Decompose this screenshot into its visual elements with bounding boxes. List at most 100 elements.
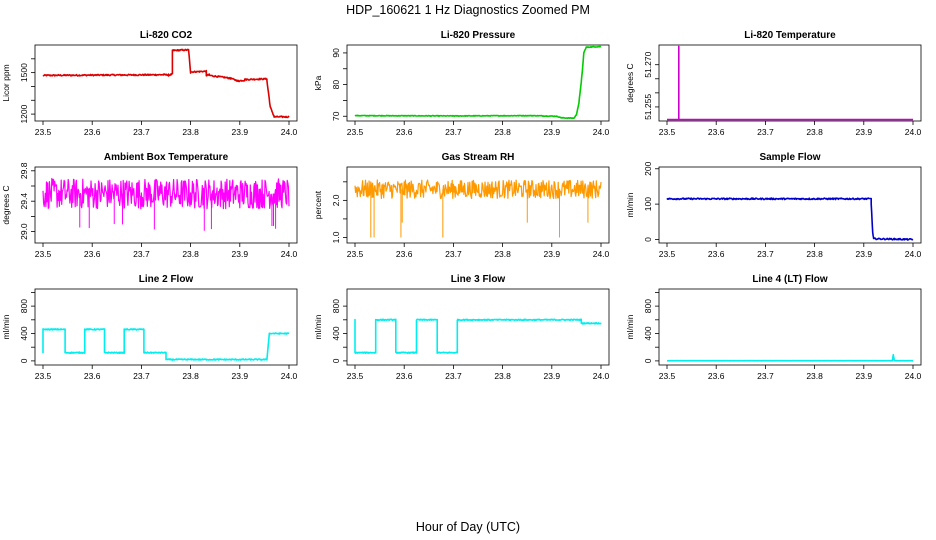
plot-frame <box>34 44 298 122</box>
chart-panel-2: Li-820 Pressure 23.5 23.6 23.7 23.8 23.9 24.0 7… <box>313 30 610 137</box>
x-tick-label: 23.7 <box>133 249 150 259</box>
chart-panel-9: Line 4 (LT) Flow 23.5 23.6 23.7 23.8 23.9 24.0… <box>625 274 922 381</box>
x-tick-label: 23.5 <box>347 249 364 259</box>
x-tick-label: 23.8 <box>182 249 199 259</box>
y-axis-label: ml/min <box>1 314 11 339</box>
y-tick-label: 29.4 <box>19 193 29 210</box>
x-tick-label: 23.9 <box>544 249 561 259</box>
x-tick-label: 23.5 <box>347 127 364 137</box>
chart-panel-1: Li-820 CO2 23.5 23.6 23.7 23.8 23.9 24.0 1200 15… <box>1 30 298 137</box>
panel-title: Ambient Box Temperature <box>104 152 229 163</box>
x-tick-label: 23.8 <box>806 249 823 259</box>
chart-panel-7: Line 2 Flow 23.5 23.6 23.7 23.8 23.9 24.0 0 400 8… <box>1 274 298 381</box>
y-tick-label: 80 <box>331 80 341 90</box>
chart-panel-3: Li-820 Temperature 23.5 23.6 23.7 23.8 23.9 24… <box>625 30 922 137</box>
x-tick-label: 24.0 <box>593 371 610 381</box>
y-tick-label: 1.0 <box>331 231 341 243</box>
y-tick-label: 400 <box>643 326 653 340</box>
x-tick-label: 23.6 <box>708 249 725 259</box>
x-tick-label: 23.7 <box>757 249 774 259</box>
x-tick-label: 23.8 <box>494 371 511 381</box>
x-tick-label: 23.7 <box>445 371 462 381</box>
figure-title: HDP_160621 1 Hz Diagnostics Zoomed PM <box>346 3 590 17</box>
y-tick-label: 0 <box>19 358 29 363</box>
x-tick-label: 23.5 <box>35 127 52 137</box>
plot-frame <box>658 44 922 122</box>
x-tick-label: 23.9 <box>232 371 249 381</box>
x-tick-label: 23.6 <box>84 371 101 381</box>
plot-frame <box>658 166 922 244</box>
panel-title: Li-820 Pressure <box>441 30 516 41</box>
data-series-line <box>42 328 290 361</box>
y-tick-label: 0 <box>643 358 653 363</box>
data-series-line <box>354 318 602 355</box>
x-tick-label: 23.5 <box>35 249 52 259</box>
panel-title: Li-820 Temperature <box>744 30 836 41</box>
x-tick-label: 23.9 <box>544 127 561 137</box>
x-tick-label: 23.9 <box>544 371 561 381</box>
x-tick-label: 23.6 <box>708 371 725 381</box>
panel-title: Sample Flow <box>759 152 820 163</box>
x-tick-label: 23.8 <box>182 127 199 137</box>
chart-panel-8: Line 3 Flow 23.5 23.6 23.7 23.8 23.9 24.0 0 400 8… <box>313 274 610 381</box>
panel-title: Gas Stream RH <box>442 152 515 163</box>
data-series-line <box>42 48 290 119</box>
x-tick-label: 24.0 <box>905 371 922 381</box>
y-tick-label: 2.0 <box>331 194 341 206</box>
x-tick-label: 23.9 <box>856 127 873 137</box>
y-tick-label: 70 <box>331 111 341 121</box>
y-tick-label: 0 <box>643 237 653 242</box>
x-tick-label: 24.0 <box>593 127 610 137</box>
x-tick-label: 24.0 <box>281 371 298 381</box>
y-axis-label: ml/min <box>313 314 323 339</box>
panel-title: Li-820 CO2 <box>140 30 193 41</box>
figure-xlabel: Hour of Day (UTC) <box>416 520 520 534</box>
y-axis-label: degrees C <box>625 63 635 102</box>
plot-frame <box>34 288 298 366</box>
x-tick-label: 24.0 <box>281 249 298 259</box>
data-series-line <box>666 353 914 362</box>
y-tick-label: 29.8 <box>19 162 29 179</box>
data-series-line <box>666 197 914 241</box>
x-tick-label: 23.5 <box>35 371 52 381</box>
x-tick-label: 23.7 <box>445 249 462 259</box>
x-tick-label: 23.7 <box>133 371 150 381</box>
y-tick-label: 90 <box>331 48 341 58</box>
chart-panel-5: Gas Stream RH 23.5 23.6 23.7 23.8 23.9 24.0 1.0… <box>313 152 610 259</box>
x-tick-label: 23.6 <box>84 127 101 137</box>
y-tick-label: 400 <box>331 326 341 340</box>
y-axis-label: degrees C <box>1 185 11 224</box>
y-tick-label: 29.0 <box>19 223 29 240</box>
plot-frame <box>346 44 610 122</box>
y-tick-label: 800 <box>643 299 653 313</box>
x-tick-label: 23.8 <box>494 127 511 137</box>
x-tick-label: 23.5 <box>659 127 676 137</box>
data-series-line <box>42 177 290 210</box>
plot-frame <box>34 166 298 244</box>
x-tick-label: 23.6 <box>84 249 101 259</box>
y-tick-label: 800 <box>19 299 29 313</box>
x-tick-label: 23.9 <box>232 127 249 137</box>
x-tick-label: 23.9 <box>856 371 873 381</box>
y-tick-label: 1500 <box>19 63 29 82</box>
x-tick-label: 23.6 <box>708 127 725 137</box>
panel-grid: Li-820 CO2 23.5 23.6 23.7 23.8 23.9 24.0 1200 15… <box>1 30 922 381</box>
x-tick-label: 23.7 <box>757 127 774 137</box>
plot-frame <box>346 166 610 244</box>
x-tick-label: 23.8 <box>806 127 823 137</box>
data-series-line <box>667 45 913 121</box>
x-tick-label: 23.5 <box>659 371 676 381</box>
panel-title: Line 3 Flow <box>451 274 506 285</box>
x-tick-label: 24.0 <box>281 127 298 137</box>
x-tick-label: 23.6 <box>396 249 413 259</box>
chart-panel-4: Ambient Box Temperature 23.5 23.6 23.7 23.8 2… <box>1 152 298 259</box>
x-tick-label: 23.6 <box>396 371 413 381</box>
x-tick-label: 23.8 <box>806 371 823 381</box>
x-tick-label: 24.0 <box>593 249 610 259</box>
y-axis-label: Licor ppm <box>1 64 11 101</box>
x-tick-label: 23.5 <box>347 371 364 381</box>
x-tick-label: 23.8 <box>182 371 199 381</box>
x-tick-label: 23.7 <box>133 127 150 137</box>
y-tick-label: 51.255 <box>643 94 653 120</box>
